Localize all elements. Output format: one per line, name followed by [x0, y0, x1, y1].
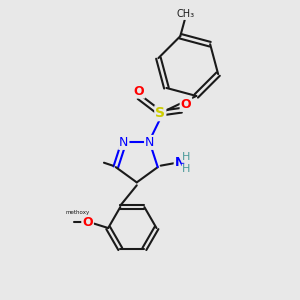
Text: S: S [155, 106, 165, 120]
Text: CH₃: CH₃ [176, 9, 195, 19]
Text: N: N [119, 136, 128, 149]
Text: N: N [145, 136, 154, 149]
Text: N: N [175, 156, 185, 169]
Text: O: O [134, 85, 144, 98]
Text: H: H [182, 152, 190, 162]
Text: O: O [181, 98, 191, 111]
Text: methoxy: methoxy [65, 210, 89, 215]
Text: O: O [82, 216, 93, 229]
Text: H: H [182, 164, 190, 174]
